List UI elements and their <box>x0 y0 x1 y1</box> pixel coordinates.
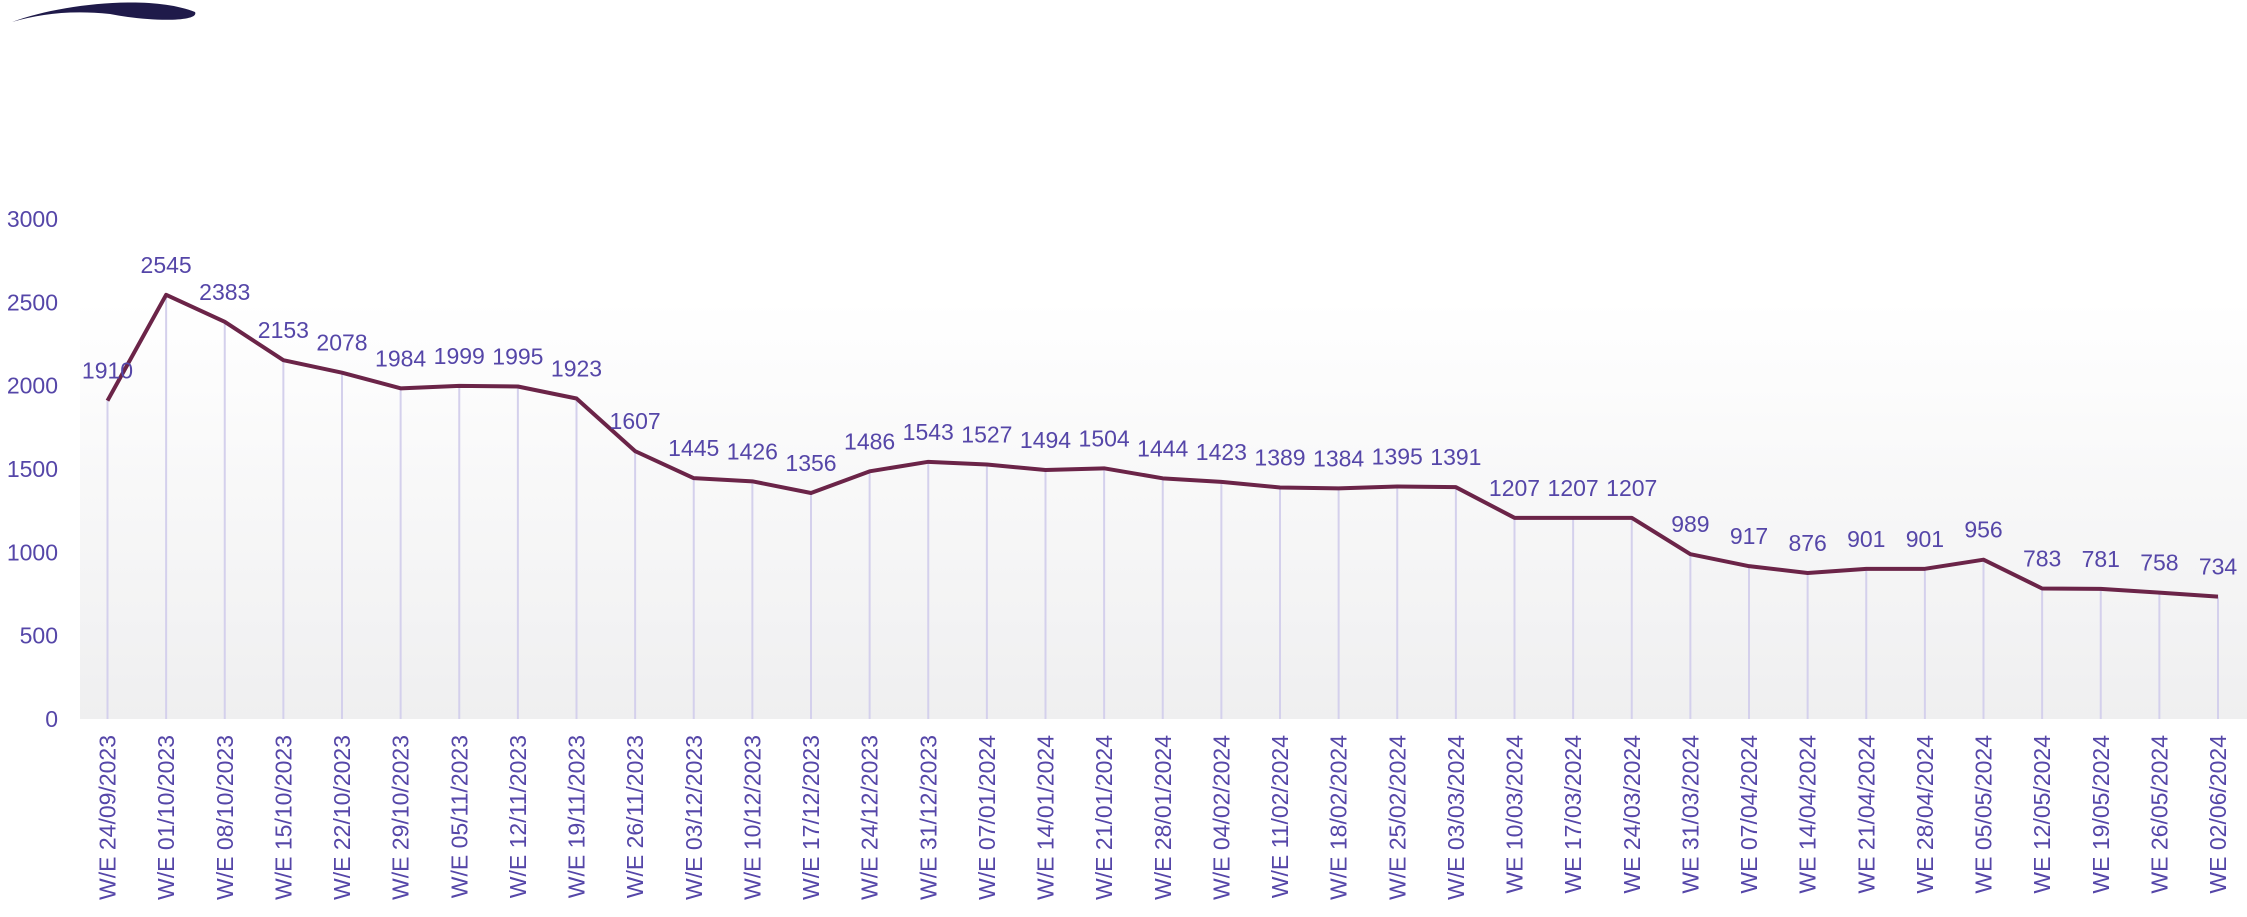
y-tick-label: 3000 <box>7 206 58 232</box>
x-tick-label: W/E 14/01/2024 <box>1033 735 1059 900</box>
data-label: 1389 <box>1254 445 1305 471</box>
x-tick-label: WE 05/05/2024 <box>1971 735 1997 894</box>
x-tick-label: W/E 28/01/2024 <box>1150 735 1176 900</box>
data-label: 1999 <box>434 343 485 369</box>
data-label: 956 <box>1964 517 2002 543</box>
data-label: 1207 <box>1489 475 1540 501</box>
data-label: 1391 <box>1430 444 1481 470</box>
x-tick-label: W/E 18/02/2024 <box>1326 735 1352 900</box>
x-tick-label: W/E 12/11/2023 <box>505 735 531 898</box>
data-label: 1395 <box>1372 444 1423 470</box>
x-tick-label: W/E 05/11/2023 <box>446 735 472 898</box>
data-label: 1356 <box>785 450 836 476</box>
data-label: 1543 <box>903 419 954 445</box>
data-label: 783 <box>2023 546 2061 572</box>
data-line <box>105 292 2219 599</box>
data-label: 1426 <box>727 438 778 464</box>
x-tick-label: W/E 15/10/2023 <box>270 735 296 900</box>
x-tick-label: W/E 21/01/2024 <box>1091 735 1117 900</box>
x-tick-label: W/E 31/12/2023 <box>915 735 941 900</box>
x-tick-label: WE 02/06/2024 <box>2205 735 2231 894</box>
y-tick-label: 1000 <box>7 539 58 565</box>
x-tick-label: W/E 10/12/2023 <box>739 735 765 900</box>
y-tick-label: 0 <box>45 706 58 732</box>
x-tick-label: WE 24/03/2024 <box>1619 735 1645 894</box>
x-tick-label: W/E 25/02/2024 <box>1384 735 1410 900</box>
data-label: 1207 <box>1548 475 1599 501</box>
y-tick-label: 2500 <box>7 289 58 315</box>
x-tick-label: WE 07/04/2024 <box>1736 735 1762 894</box>
x-tick-label: W/E 29/10/2023 <box>388 735 414 900</box>
data-label: 901 <box>1847 526 1885 552</box>
data-label: 1504 <box>1079 425 1130 451</box>
data-label: 2545 <box>141 252 192 278</box>
x-tick-label: W/E 04/02/2024 <box>1208 735 1234 900</box>
x-tick-label: W/E 11/02/2024 <box>1267 735 1293 898</box>
y-tick-label: 500 <box>20 623 58 649</box>
data-label: 1423 <box>1196 439 1247 465</box>
data-label: 1984 <box>375 345 426 371</box>
data-label: 1995 <box>492 344 543 370</box>
x-tick-label: WE 14/04/2024 <box>1795 735 1821 894</box>
x-tick-label: WE 12/05/2024 <box>2029 735 2055 894</box>
data-label: 1494 <box>1020 427 1071 453</box>
x-tick-label: W/E 08/10/2023 <box>212 735 238 900</box>
data-label: 781 <box>2082 546 2120 572</box>
data-label: 1607 <box>610 408 661 434</box>
data-label: 917 <box>1730 523 1768 549</box>
x-tick-label: W/E 07/01/2024 <box>974 735 1000 900</box>
x-tick-label: W/E 24/09/2023 <box>95 735 121 900</box>
data-label: 1527 <box>961 422 1012 448</box>
x-tick-label: W/E 19/11/2023 <box>564 735 590 898</box>
y-tick-label: 2000 <box>7 373 58 399</box>
data-label: 1486 <box>844 428 895 454</box>
data-label: 876 <box>1788 530 1826 556</box>
x-tick-label: W/E 17/12/2023 <box>798 735 824 900</box>
data-label: 901 <box>1906 526 1944 552</box>
x-tick-label: WE 28/04/2024 <box>1912 735 1938 894</box>
data-label: 1384 <box>1313 445 1364 471</box>
x-tick-label: WE 19/05/2024 <box>2088 735 2114 894</box>
data-label: 1445 <box>668 435 719 461</box>
data-label: 1444 <box>1137 435 1188 461</box>
x-tick-label: WE 26/05/2024 <box>2146 735 2172 894</box>
x-tick-label: W/E 03/03/2024 <box>1443 735 1469 900</box>
logo <box>12 2 196 22</box>
data-label: 734 <box>2199 554 2238 580</box>
data-label: 989 <box>1671 511 1709 537</box>
data-label: 2383 <box>199 279 250 305</box>
data-label: 1207 <box>1606 475 1657 501</box>
x-tick-label: WE 17/03/2024 <box>1560 735 1586 894</box>
data-label: 758 <box>2140 550 2178 576</box>
data-label: 1923 <box>551 356 602 382</box>
x-tick-label: W/E 24/12/2023 <box>857 735 883 900</box>
x-tick-label: WE 31/03/2024 <box>1677 735 1703 894</box>
x-tick-label: WE 10/03/2024 <box>1502 735 1528 894</box>
data-label: 2078 <box>316 330 367 356</box>
data-label: 2153 <box>258 317 309 343</box>
y-tick-label: 1500 <box>7 456 58 482</box>
x-tick-label: WE 21/04/2024 <box>1853 735 1879 894</box>
x-tick-label: W/E 03/12/2023 <box>681 735 707 900</box>
x-tick-label: W/E 22/10/2023 <box>329 735 355 900</box>
x-tick-label: W/E 01/10/2023 <box>153 735 179 900</box>
data-label: 1910 <box>82 358 133 384</box>
x-tick-label: W/E 26/11/2023 <box>622 735 648 898</box>
